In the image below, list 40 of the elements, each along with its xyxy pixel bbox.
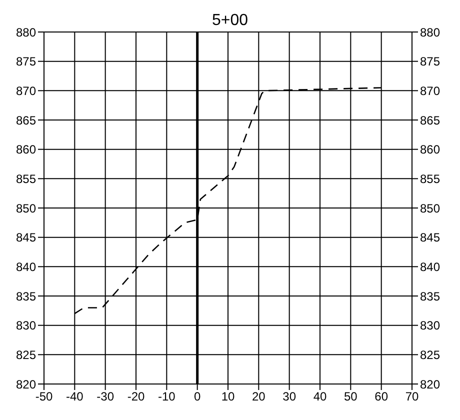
y-tick-label: 870 <box>16 84 36 98</box>
y2-tick-label: 880 <box>420 25 440 40</box>
y-tick-label: 830 <box>16 318 36 333</box>
y2-tick-label: 860 <box>420 142 440 157</box>
y2-tick-label: 870 <box>420 84 440 98</box>
x-tick-label: 50 <box>344 390 358 404</box>
y2-tick-label: 850 <box>420 201 440 216</box>
x-tick-label: 10 <box>221 390 235 404</box>
y-tick-label: 875 <box>16 54 36 69</box>
x-tick-label: -40 <box>66 390 84 404</box>
y-tick-label: 845 <box>16 230 36 245</box>
x-tick-label: 20 <box>252 390 266 404</box>
x-tick-label: 30 <box>282 390 296 404</box>
y2-tick-label: 825 <box>420 348 440 362</box>
y2-tick-label: 875 <box>420 54 440 69</box>
y-tick-label: 835 <box>16 289 36 304</box>
y2-tick-label: 830 <box>420 318 440 333</box>
x-tick-label: -10 <box>158 390 176 404</box>
y2-tick-label: 865 <box>420 113 440 128</box>
y2-tick-label: 855 <box>420 172 440 186</box>
y2-tick-label: 835 <box>420 289 440 304</box>
x-tick-label: 0 <box>194 390 201 404</box>
y2-tick-label: 845 <box>420 230 440 245</box>
y-tick-label: 850 <box>16 201 36 216</box>
y-tick-label: 865 <box>16 113 36 128</box>
y-tick-label: 820 <box>16 377 36 392</box>
x-tick-label: 60 <box>374 390 388 404</box>
y-tick-label: 855 <box>16 172 36 186</box>
x-tick-label: 40 <box>313 390 327 404</box>
x-tick-label: -50 <box>35 390 53 404</box>
x-tick-label: -20 <box>127 390 145 404</box>
chart-title: 5+00 <box>212 12 248 29</box>
y-tick-label: 825 <box>16 348 36 362</box>
y-tick-label: 880 <box>16 25 36 40</box>
x-tick-label: -30 <box>96 390 114 404</box>
y-tick-label: 860 <box>16 142 36 157</box>
y2-tick-label: 840 <box>420 260 440 274</box>
y2-tick-label: 820 <box>420 377 440 392</box>
y-tick-label: 840 <box>16 260 36 274</box>
x-tick-label: 70 <box>405 390 419 404</box>
